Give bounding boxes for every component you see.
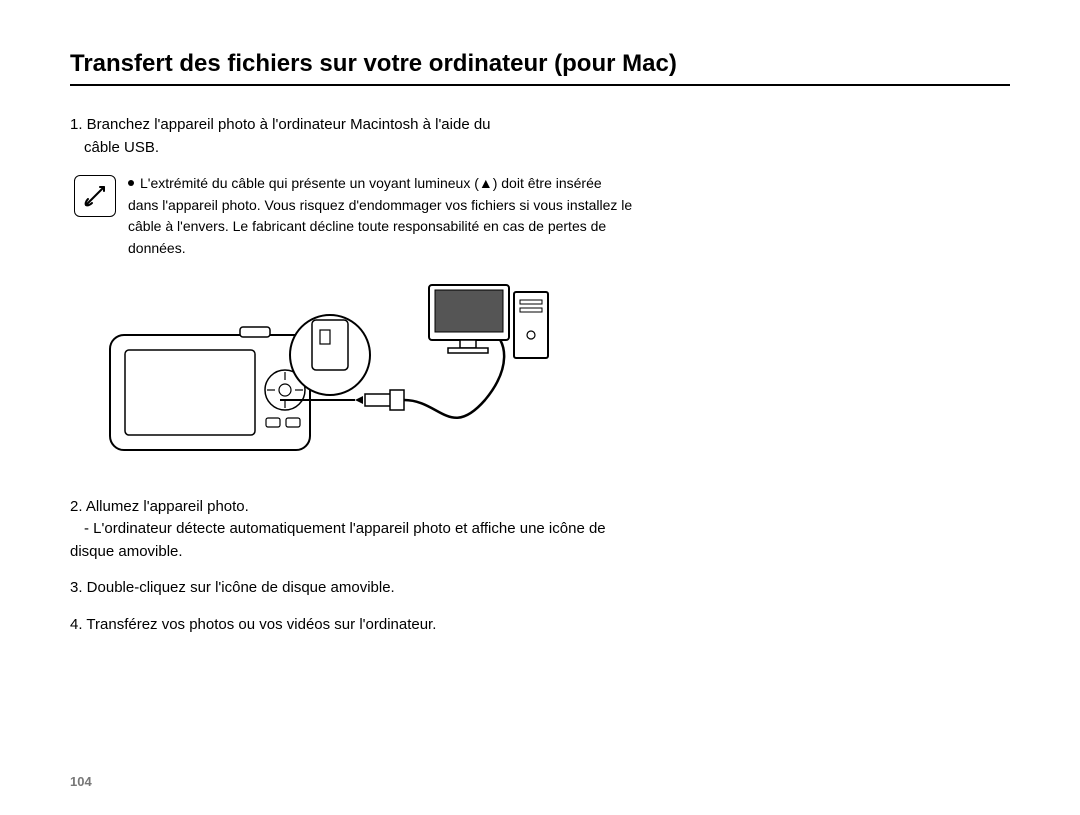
step-3: 3. Double-cliquez sur l'icône de disque … [70, 577, 630, 600]
step-4: 4. Transférez vos photos ou vos vidéos s… [70, 614, 630, 637]
step-2: 2. Allumez l'appareil photo. - L'ordinat… [70, 496, 630, 564]
note-icon [74, 175, 116, 217]
step-1: 1. Branchez l'appareil photo à l'ordinat… [70, 114, 630, 159]
step-1-text-line1: 1. Branchez l'appareil photo à l'ordinat… [70, 116, 491, 133]
bullet-icon [128, 180, 134, 186]
page-title: Transfert des fichiers sur votre ordinat… [70, 50, 1010, 86]
note-block: L'extrémité du câble qui présente un voy… [74, 173, 634, 260]
page-number: 104 [70, 774, 92, 789]
step-2-lead: 2. Allumez l'appareil photo. [70, 498, 249, 515]
connection-illustration [90, 280, 560, 470]
note-text: L'extrémité du câble qui présente un voy… [128, 173, 634, 260]
note-body: L'extrémité du câble qui présente un voy… [128, 175, 632, 256]
step-1-text-line2: câble USB. [70, 139, 159, 156]
step-2-sub: - L'ordinateur détecte automatiquement l… [70, 520, 606, 560]
manual-page: Transfert des fichiers sur votre ordinat… [0, 0, 1080, 815]
